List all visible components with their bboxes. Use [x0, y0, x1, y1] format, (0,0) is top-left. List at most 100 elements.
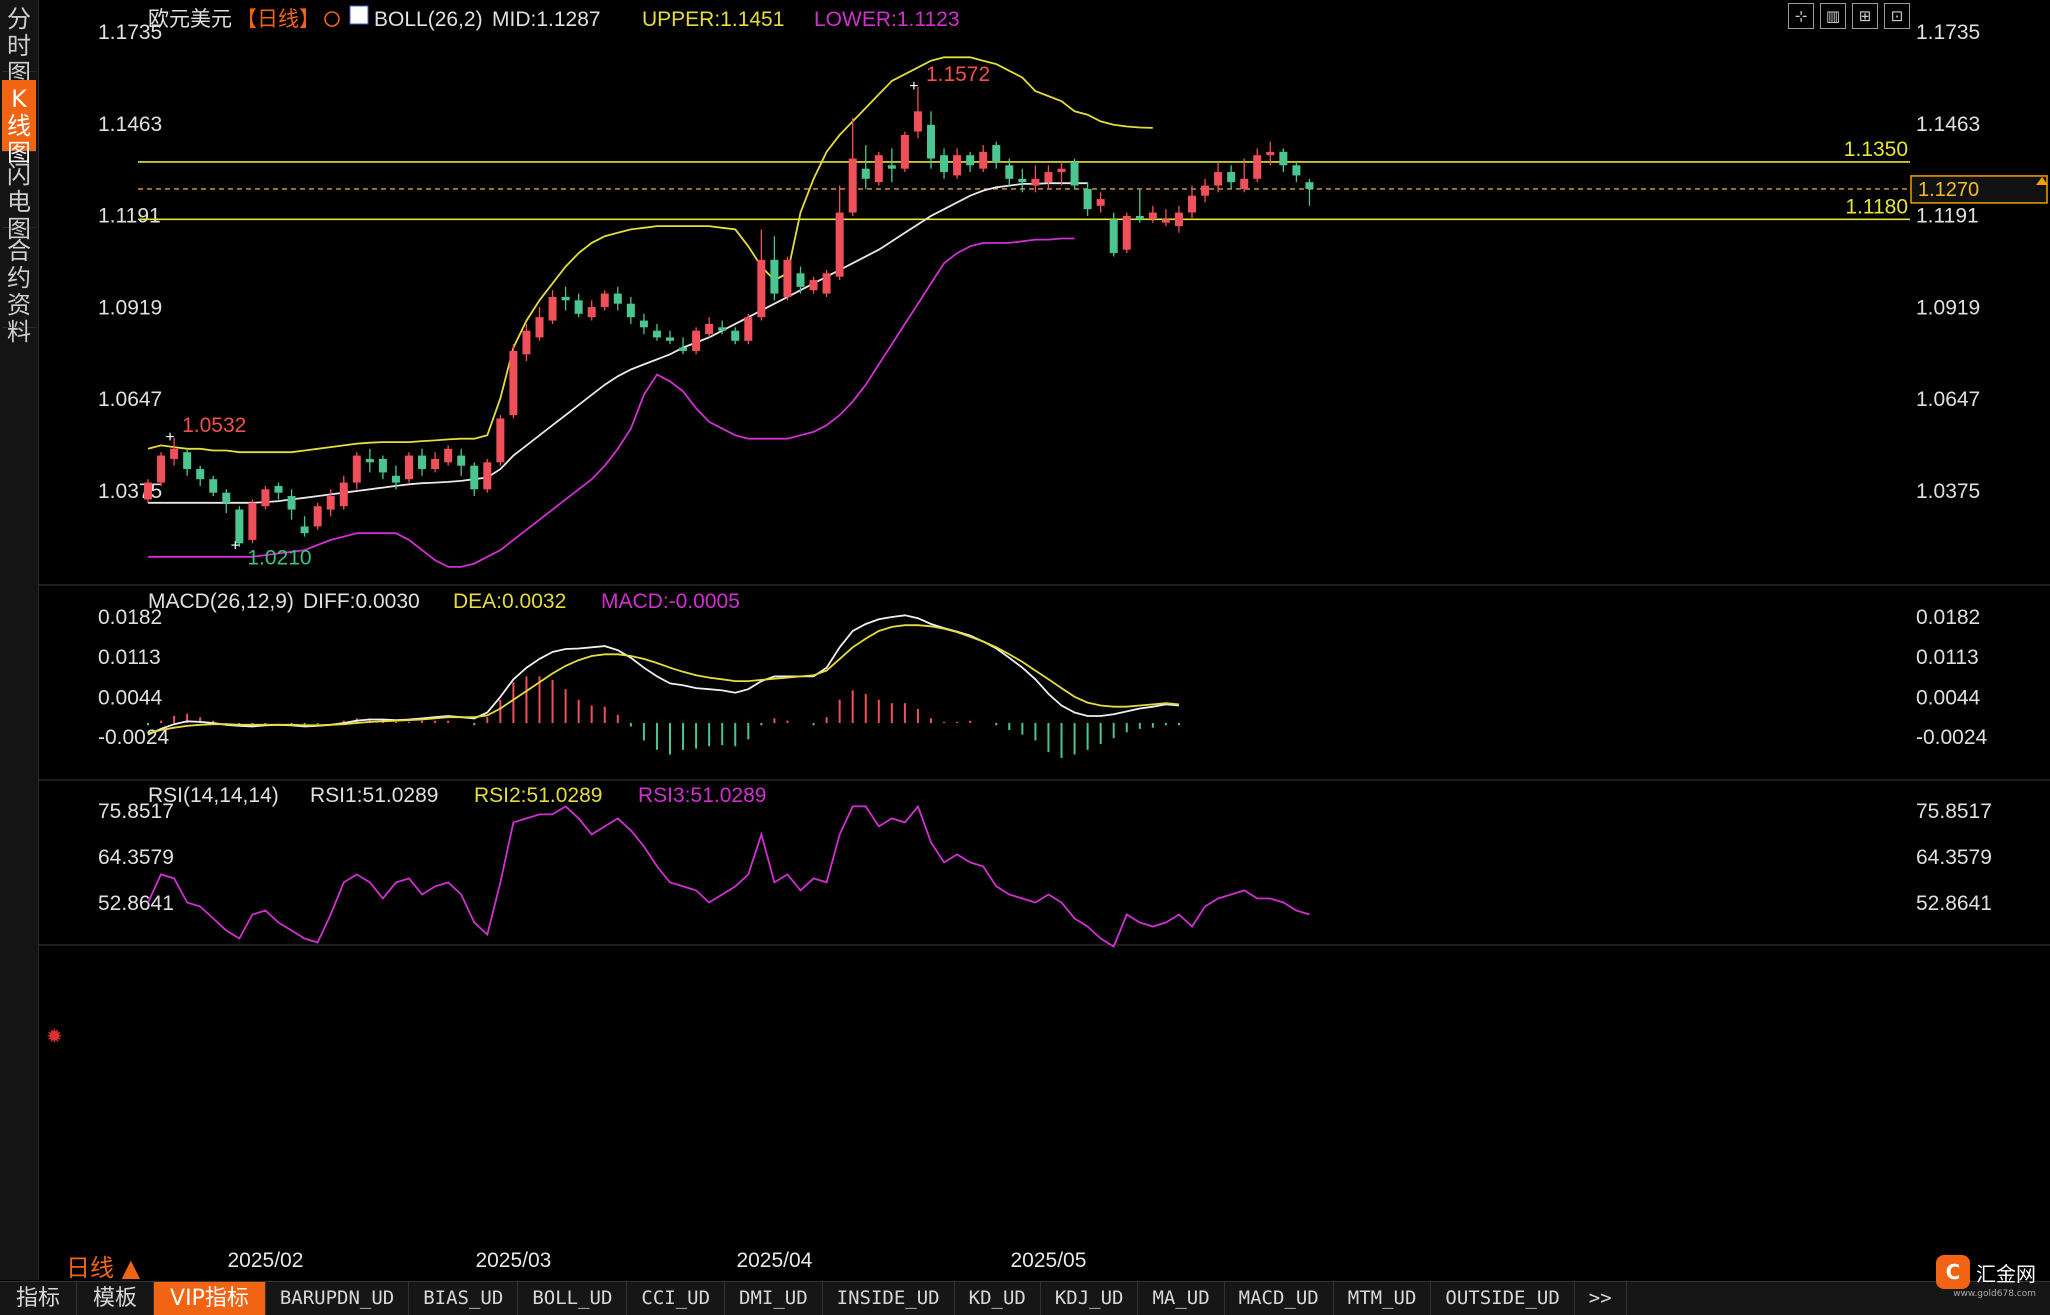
- period-button[interactable]: 日线 ▲: [66, 1254, 141, 1282]
- macd-dea-line: [147, 624, 1180, 735]
- y-tick-label-right: 1.0919: [1916, 296, 1980, 319]
- candle-body: [953, 155, 962, 176]
- tab-macd[interactable]: MACD_UD: [1225, 1282, 1334, 1315]
- candle-body: [1070, 161, 1079, 186]
- rsi-tick-label-left: 64.3579: [98, 846, 174, 869]
- rsi-header-value: RSI(14,14,14): [148, 784, 279, 807]
- current-price-arrow-icon: [2036, 176, 2048, 185]
- tab-cci[interactable]: CCI_UD: [627, 1282, 726, 1315]
- y-tick-label-right: 1.1191: [1916, 205, 1979, 228]
- side-tab-contract-info[interactable]: 合 约 资 料: [2, 232, 36, 346]
- candle-body: [365, 458, 374, 463]
- tab-barupdn[interactable]: BARUPDN_UD: [266, 1282, 410, 1315]
- boll-header-value: MID:1.1287: [492, 8, 601, 31]
- y-tick-label-left: 1.1463: [98, 113, 162, 136]
- tab-indicators[interactable]: 指标: [0, 1282, 78, 1315]
- candle-body: [652, 330, 661, 338]
- macd-tick-label-right: 0.0182: [1916, 606, 1980, 629]
- candle-body: [979, 151, 988, 169]
- candle-body: [222, 492, 231, 503]
- extreme-value-label: 1.0532: [182, 414, 246, 437]
- candle-body: [822, 273, 831, 294]
- side-tab-timeshare[interactable]: 分 时 图: [2, 0, 36, 87]
- candle-body: [1135, 215, 1144, 220]
- candle-body: [731, 330, 740, 341]
- tab-vip-indicators[interactable]: VIP指标: [154, 1282, 266, 1315]
- draw-line-icon[interactable]: ⊞: [1852, 3, 1878, 29]
- tab-ma[interactable]: MA_UD: [1138, 1282, 1225, 1315]
- fullscreen-icon[interactable]: ⊡: [1884, 3, 1910, 29]
- tab-kdj[interactable]: KDJ_UD: [1041, 1282, 1139, 1315]
- candle-body: [1240, 178, 1249, 189]
- candle-body: [887, 165, 896, 169]
- candle-body: [209, 479, 218, 493]
- candle-body: [587, 307, 596, 318]
- indicator-settings-icon[interactable]: ✹: [46, 1024, 63, 1048]
- side-tab-kline[interactable]: K 线 图: [2, 80, 36, 167]
- macd-header-value: MACD:-0.0005: [601, 590, 740, 613]
- macd-header-value: MACD(26,12,9): [148, 590, 294, 613]
- tab-outside[interactable]: OUTSIDE_UD: [1431, 1282, 1575, 1315]
- tab-mtm[interactable]: MTM_UD: [1334, 1282, 1432, 1315]
- y-tick-label-left: 1.1735: [98, 21, 162, 44]
- candle-body: [1279, 151, 1288, 166]
- candle-body: [144, 482, 152, 500]
- candle-body: [418, 455, 427, 470]
- candle-body: [509, 350, 518, 416]
- candle-body: [796, 273, 805, 287]
- side-tab-bar: 分 时 图 K 线 图 闪 电 图 合 约 资 料: [0, 0, 39, 1280]
- tab-inside[interactable]: INSIDE_UD: [823, 1282, 955, 1315]
- side-tab-flash[interactable]: 闪 电 图: [2, 156, 36, 243]
- tab-bias[interactable]: BIAS_UD: [409, 1282, 519, 1315]
- macd-header-value: DEA:0.0032: [453, 590, 566, 613]
- y-tick-label-left: 1.1191: [98, 205, 161, 228]
- indicator-type-icon: [349, 5, 369, 25]
- candle-body: [183, 452, 192, 470]
- candle-body: [261, 489, 270, 507]
- candle-body: [783, 259, 792, 297]
- tab-dmi[interactable]: DMI_UD: [725, 1282, 823, 1315]
- y-tick-label-left: 1.0647: [98, 388, 162, 411]
- logo-text: 汇金网: [1976, 1261, 2036, 1286]
- candle-body: [861, 168, 870, 179]
- candle-body: [1148, 212, 1157, 220]
- candle-body: [300, 526, 309, 534]
- candle-body: [1031, 178, 1040, 186]
- candle-body: [927, 124, 935, 159]
- tab-boll[interactable]: BOLL_UD: [518, 1282, 628, 1315]
- layout-icon[interactable]: ▥: [1820, 3, 1846, 29]
- y-tick-label-left: 1.0375: [98, 480, 162, 503]
- candle-body: [744, 317, 753, 341]
- chart-area[interactable]: 1.1735 1.1735 1.1463 1.1463 1.1191 1.1191 1.09…: [38, 0, 2050, 1281]
- boll-header-value: BOLL(26,2): [374, 8, 483, 31]
- boll-mid-line: [148, 182, 1088, 504]
- rsi-tick-label-left: 52.8641: [98, 892, 174, 915]
- macd-tick-label-left: 0.0113: [98, 646, 161, 669]
- logo-icon: C: [1936, 1255, 1970, 1289]
- candle-body: [339, 482, 348, 507]
- chart-toolbar: ⊹ ▥ ⊞ ⊡: [1788, 3, 1910, 29]
- candle-body: [1305, 182, 1314, 189]
- candle-body: [574, 300, 583, 314]
- macd-tick-label-right: 0.0044: [1916, 686, 1981, 709]
- candle-body: [848, 158, 857, 213]
- boll-lower-line: [148, 237, 1075, 568]
- horizontal-level-label: 1.1180: [1845, 195, 1908, 218]
- tab-kd[interactable]: KD_UD: [955, 1282, 1041, 1315]
- tab-more-button[interactable]: >>: [1575, 1282, 1627, 1315]
- candle-body: [1109, 219, 1118, 254]
- candle-body: [626, 303, 635, 318]
- y-tick-label-right: 1.0375: [1916, 480, 1980, 503]
- extreme-value-label: 1.0210: [247, 547, 311, 570]
- rsi-tick-label-right: 64.3579: [1916, 846, 1992, 869]
- extreme-marker-icon: +: [231, 538, 240, 555]
- candle-body: [1266, 151, 1275, 156]
- candle-body: [274, 485, 283, 493]
- crosshair-icon[interactable]: ⊹: [1788, 3, 1814, 29]
- candle-body: [457, 455, 466, 466]
- x-axis-date-label: 2025/02: [227, 1249, 303, 1272]
- macd-tick-label-left: 0.0182: [98, 606, 162, 629]
- candle-body: [352, 455, 361, 483]
- tab-templates[interactable]: 模板: [77, 1282, 155, 1315]
- y-tick-label-right: 1.1735: [1916, 21, 1980, 44]
